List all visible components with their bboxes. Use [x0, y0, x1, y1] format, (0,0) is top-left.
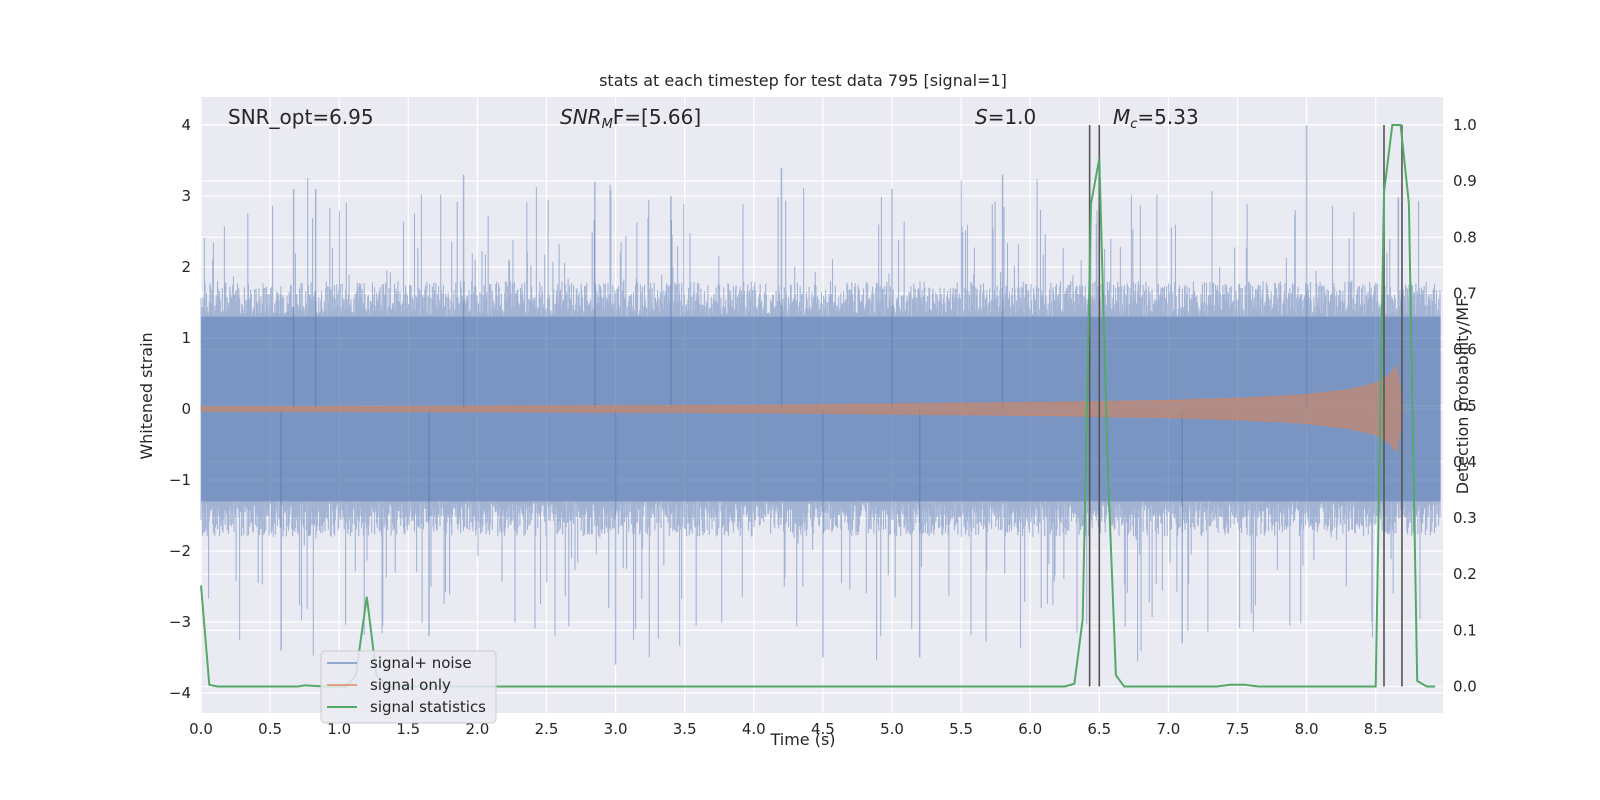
x-tick-label: 3.5	[673, 720, 697, 738]
y-left-tick-label: 2	[181, 258, 191, 276]
y-left-tick-label: 1	[181, 329, 191, 347]
tick-labels: 0.0 0.5 1.0 1.5 2.0 2.5 3.0 3.5 4.0 4.5 5.0 5.5 6.0 6…	[169, 116, 1477, 738]
legend-box	[320, 650, 497, 724]
x-tick-label: 1.5	[396, 720, 420, 738]
x-tick-label: 2.5	[535, 720, 559, 738]
x-tick-label: 4.0	[742, 720, 766, 738]
annotation-s: S=1.0	[975, 105, 1036, 129]
series-signal-statistics	[200, 124, 1436, 688]
signal-statistics-line	[200, 124, 1436, 688]
y-right-tick-label: 1.0	[1453, 116, 1477, 134]
x-tick-label: 7.0	[1156, 720, 1180, 738]
series-signal-only	[200, 365, 1404, 453]
y-left-tick-label: 4	[181, 116, 191, 134]
y-right-tick-label: 0.5	[1453, 397, 1477, 415]
x-tick-label: 0.5	[258, 720, 282, 738]
y-left-tick-label: −3	[169, 613, 191, 631]
legend-label-signal-only: signal only	[370, 676, 451, 694]
y-right-tick-label: 0.0	[1453, 678, 1477, 696]
y-right-tick-label: 0.8	[1453, 228, 1477, 246]
x-tick-label: 5.0	[880, 720, 904, 738]
annotation-mc: Mc=5.33	[1113, 105, 1199, 132]
x-tick-label: 7.5	[1226, 720, 1250, 738]
x-tick-label: 6.5	[1087, 720, 1111, 738]
legend: signal+ noise signal only signal statist…	[320, 650, 497, 724]
y-right-tick-label: 0.3	[1453, 509, 1477, 527]
y-left-tick-label: −2	[169, 542, 191, 560]
y-right-tick-label: 0.2	[1453, 565, 1477, 583]
y-right-tick-label: 0.9	[1453, 172, 1477, 190]
x-axis-label: Time (s)	[769, 730, 835, 749]
chart-title: stats at each timestep for test data 795…	[599, 71, 1007, 90]
x-tick-label: 0.0	[189, 720, 213, 738]
y-right-tick-label: 0.6	[1453, 341, 1477, 359]
y-axis-label-right: Detection probability/MF	[1453, 298, 1472, 495]
y-left-tick-label: −4	[169, 684, 191, 702]
annotation-snr-mf: SNRMF=[5.66]	[560, 105, 701, 132]
y-left-tick-label: −1	[169, 471, 191, 489]
y-left-tick-label: 0	[181, 400, 191, 418]
y-right-tick-label: 0.7	[1453, 284, 1477, 302]
y-right-tick-label: 0.4	[1453, 453, 1477, 471]
x-tick-label: 1.0	[327, 720, 351, 738]
x-tick-label: 2.0	[465, 720, 489, 738]
x-tick-label: 8.5	[1364, 720, 1388, 738]
annotation-snr-opt: SNR_opt=6.95	[228, 105, 374, 129]
x-tick-label: 3.0	[604, 720, 628, 738]
x-tick-label: 6.0	[1018, 720, 1042, 738]
legend-label-signal-noise: signal+ noise	[370, 654, 472, 672]
y-right-tick-label: 0.1	[1453, 621, 1477, 639]
x-tick-label: 5.5	[949, 720, 973, 738]
x-tick-label: 8.0	[1295, 720, 1319, 738]
y-left-tick-label: 3	[181, 187, 191, 205]
x-tick-label: 4.5	[811, 720, 835, 738]
y-axis-label-left: Whitened strain	[137, 332, 156, 459]
legend-label-signal-statistics: signal statistics	[370, 698, 486, 716]
signal-envelope	[200, 365, 1404, 453]
